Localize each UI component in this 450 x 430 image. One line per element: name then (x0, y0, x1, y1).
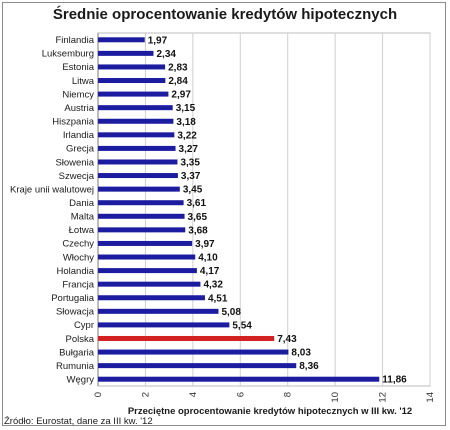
bar (98, 64, 166, 70)
bar (98, 173, 178, 179)
category-label: Włochy (63, 252, 94, 263)
x-tick-label: 2 (140, 392, 151, 397)
category-label: Kraje unii walutowej (10, 184, 94, 195)
data-label: 3,22 (177, 130, 197, 141)
bar (98, 268, 197, 274)
category-label: Portugalia (51, 293, 94, 304)
bar (98, 105, 173, 111)
category-label: Francja (62, 279, 94, 290)
data-label: 2,97 (171, 90, 191, 101)
chart-title: Średnie oprocentowanie kredytów hipotecz… (52, 6, 398, 23)
data-label: 11,86 (382, 375, 407, 386)
category-label: Finlandia (55, 35, 94, 46)
plot-area (97, 32, 431, 387)
category-label: Irlandia (63, 130, 95, 141)
bar (98, 295, 205, 301)
data-label: 7,43 (277, 334, 297, 345)
data-label: 4,51 (208, 293, 228, 304)
category-label: Bułgaria (59, 347, 95, 358)
category-label: Niemcy (62, 89, 94, 100)
data-label: 3,61 (187, 198, 207, 209)
category-label: Litwa (72, 76, 95, 87)
bar (98, 200, 184, 206)
bar (98, 227, 186, 233)
category-label: Cypr (74, 320, 94, 331)
data-label: 5,54 (232, 320, 252, 331)
data-label: 3,68 (188, 225, 208, 236)
data-label: 8,03 (291, 348, 311, 359)
data-label: 3,45 (183, 185, 203, 196)
bar (98, 349, 289, 355)
bar (98, 376, 380, 382)
data-label: 3,27 (179, 144, 199, 155)
category-label: Grecja (66, 144, 95, 155)
bar (98, 213, 185, 219)
data-label: 3,18 (176, 117, 196, 128)
category-label: Rumunia (56, 361, 95, 372)
data-label: 8,36 (299, 361, 319, 372)
data-label: 4,17 (200, 266, 220, 277)
category-label: Malta (71, 212, 95, 223)
category-label: Estonia (62, 62, 94, 73)
category-label: Luksemburg (42, 49, 94, 60)
category-label: Holandia (57, 266, 95, 277)
category-label: Czechy (62, 239, 94, 250)
data-label: 5,08 (221, 307, 241, 318)
bar (98, 118, 174, 124)
category-label: Polska (65, 334, 94, 345)
data-label: 4,10 (198, 253, 218, 264)
bar (98, 50, 154, 56)
bar (98, 186, 180, 192)
bar (98, 322, 230, 328)
x-tick-label: 12 (378, 392, 389, 403)
x-tick-label: 6 (235, 392, 246, 397)
bar (98, 363, 297, 369)
chart-frame (2, 2, 446, 426)
bar (98, 159, 178, 165)
x-tick-label: 0 (93, 392, 104, 397)
bar (98, 37, 145, 43)
data-label: 3,35 (180, 157, 200, 168)
x-tick-label: 4 (188, 392, 199, 397)
data-label: 4,32 (203, 280, 223, 291)
bar (98, 281, 201, 287)
bar (98, 254, 196, 260)
bar (98, 78, 166, 84)
category-label: Szwecja (59, 171, 95, 182)
x-axis-title: Przeciętne oprocentowanie kredytów hipot… (128, 406, 412, 417)
category-label: Łotwa (69, 225, 95, 236)
x-tick-label: 10 (330, 392, 341, 403)
bar (98, 308, 219, 314)
category-label: Słowenia (55, 157, 94, 168)
data-label: 2,83 (168, 62, 188, 73)
data-label: 2,34 (156, 49, 176, 60)
data-label: 3,97 (195, 239, 215, 250)
data-label: 2,84 (168, 76, 188, 87)
bar (98, 132, 175, 138)
bar (98, 240, 193, 246)
data-label: 3,37 (181, 171, 201, 182)
data-label: 3,15 (176, 103, 196, 114)
bar (98, 335, 275, 341)
category-label: Dania (69, 198, 95, 209)
category-label: Słowacja (56, 307, 95, 318)
x-tick-label: 8 (283, 392, 294, 397)
data-label: 1,97 (148, 35, 168, 46)
data-label: 3,65 (188, 212, 208, 223)
bar (98, 145, 176, 151)
category-label: Hiszpania (52, 117, 94, 128)
category-label: Austria (64, 103, 94, 114)
source-note: Źródło: Eurostat, dane za III kw. '12 (4, 416, 153, 427)
x-tick-label: 14 (425, 392, 436, 403)
category-label: Węgry (67, 375, 95, 386)
bar (98, 91, 169, 97)
